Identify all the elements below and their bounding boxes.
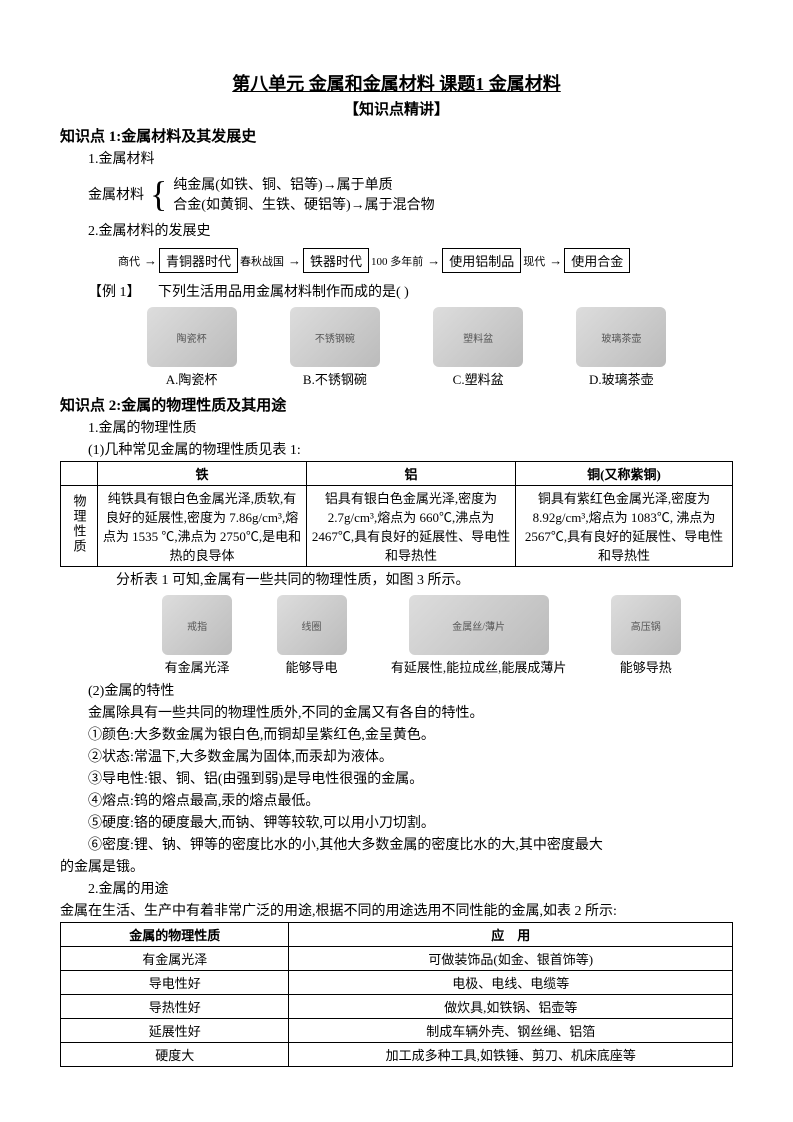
- page-subtitle: 【知识点精讲】: [60, 98, 733, 119]
- table-row: 导电性好 电极、电线、电缆等: [61, 971, 733, 995]
- table-head-blank: [61, 462, 98, 486]
- teapot-icon: 玻璃茶壶: [576, 307, 666, 367]
- brace-icon: {: [150, 176, 167, 212]
- option-b: 不锈钢碗 B.不锈钢碗: [290, 307, 380, 388]
- kp2-1-2-4: ④熔点:钨的熔点最高,汞的熔点最低。: [60, 790, 733, 810]
- table-head-al: 铝: [307, 462, 516, 486]
- kp1-item2: 2.金属材料的发展史: [60, 220, 733, 240]
- uses-r5a: 硬度大: [61, 1043, 289, 1067]
- table-cell-cu: 铜具有紫红色金属光泽,密度为 8.92g/cm³,熔点为 1083℃, 沸点为 …: [516, 486, 733, 567]
- flow-box3: 使用铝制品: [442, 248, 521, 273]
- uses-h1: 金属的物理性质: [61, 923, 289, 947]
- example1-text: 下列生活用品用金属材料制作而成的是( ): [158, 285, 409, 300]
- table-row: 有金属光泽 可做装饰品(如金、银首饰等): [61, 947, 733, 971]
- arrow-icon: →: [144, 253, 157, 269]
- brace-group: 金属材料 { 纯金属(如铁、铜、铝等)→属于单质 合金(如黄铜、生铁、硬铝等)→…: [88, 174, 733, 214]
- option-c-caption: C.塑料盆: [433, 369, 523, 388]
- uses-r5b: 加工成多种工具,如铁锤、剪刀、机床底座等: [289, 1043, 733, 1067]
- uses-table: 金属的物理性质 应 用 有金属光泽 可做装饰品(如金、银首饰等) 导电性好 电极…: [60, 922, 733, 1067]
- kp2-analysis: 分析表 1 可知,金属有一些共同的物理性质，如图 3 所示。: [60, 569, 733, 589]
- option-a-caption: A.陶瓷杯: [147, 369, 237, 388]
- uses-r2b: 电极、电线、电缆等: [289, 971, 733, 995]
- arrow-icon: →: [549, 253, 562, 269]
- kp2-item1-1: (1)几种常见金属的物理性质见表 1:: [60, 439, 733, 459]
- flow-box4: 使用合金: [564, 248, 630, 273]
- flow-tag1: 商代: [118, 253, 140, 269]
- kp2-heading: 知识点 2:金属的物理性质及其用途: [60, 394, 733, 415]
- table-cell-fe: 纯铁具有银白色金属光泽,质软,有良好的延展性,密度为 7.86g/cm³,熔点为…: [98, 486, 307, 567]
- flow-tag3: 100 多年前: [371, 253, 423, 269]
- kp2-1-2-h: (2)金属的特性: [60, 680, 733, 700]
- uses-r3b: 做炊具,如铁锅、铝壶等: [289, 995, 733, 1019]
- kp1-item1: 1.金属材料: [60, 148, 733, 168]
- brace-line2: 合金(如黄铜、生铁、硬铝等)→属于混合物: [173, 194, 434, 214]
- brace-label: 金属材料: [88, 184, 144, 204]
- arrow-icon: →: [427, 253, 440, 269]
- example1-label: 【例 1】: [88, 285, 141, 300]
- history-flow: 商代 → 青铜器时代 春秋战国 → 铁器时代 100 多年前 → 使用铝制品 现…: [116, 248, 733, 273]
- table-cell-al: 铝具有银白色金属光泽,密度为 2.7g/cm³,熔点为 660℃,沸点为 246…: [307, 486, 516, 567]
- page-title: 第八单元 金属和金属材料 课题1 金属材料: [60, 70, 733, 96]
- feat-a-caption: 有金属光泽: [162, 657, 232, 676]
- pot-icon: 高压锅: [611, 595, 681, 655]
- option-a: 陶瓷杯 A.陶瓷杯: [147, 307, 237, 388]
- table-row: 金属的物理性质 应 用: [61, 923, 733, 947]
- kp2-1-2-6b: 的金属是锇。: [60, 856, 733, 876]
- kp2-1-2-2: ②状态:常温下,大多数金属为固体,而汞却为液体。: [60, 746, 733, 766]
- uses-r4b: 制成车辆外壳、钢丝绳、铝箔: [289, 1019, 733, 1043]
- basin-icon: 塑料盆: [433, 307, 523, 367]
- flow-tag2: 春秋战国: [240, 253, 284, 269]
- option-d-caption: D.玻璃茶壶: [576, 369, 666, 388]
- table-head-cu: 铜(又称紫铜): [516, 462, 733, 486]
- table-row: 物理性质 纯铁具有银白色金属光泽,质软,有良好的延展性,密度为 7.86g/cm…: [61, 486, 733, 567]
- option-d: 玻璃茶壶 D.玻璃茶壶: [576, 307, 666, 388]
- feat-d: 高压锅 能够导热: [611, 595, 681, 676]
- bowl-icon: 不锈钢碗: [290, 307, 380, 367]
- uses-r3a: 导热性好: [61, 995, 289, 1019]
- feat-c: 金属丝/薄片 有延展性,能拉成丝,能展成薄片: [391, 595, 567, 676]
- table-row: 铁 铝 铜(又称紫铜): [61, 462, 733, 486]
- uses-r1a: 有金属光泽: [61, 947, 289, 971]
- cup-icon: 陶瓷杯: [147, 307, 237, 367]
- feat-c-caption: 有延展性,能拉成丝,能展成薄片: [391, 657, 567, 676]
- kp2-1-2-6a: ⑥密度:锂、钠、钾等的密度比水的小,其他大多数金属的密度比水的大,其中密度最大: [60, 834, 733, 854]
- table-rowlabel: 物理性质: [61, 486, 98, 567]
- kp2-1-2-5: ⑤硬度:铬的硬度最大,而钠、钾等较软,可以用小刀切割。: [60, 812, 733, 832]
- kp2-item1: 1.金属的物理性质: [60, 417, 733, 437]
- option-images: 陶瓷杯 A.陶瓷杯 不锈钢碗 B.不锈钢碗 塑料盆 C.塑料盆 玻璃茶壶 D.玻…: [120, 307, 693, 388]
- feat-b-caption: 能够导电: [277, 657, 347, 676]
- kp2-1-2-3: ③导电性:银、铜、铝(由强到弱)是导电性很强的金属。: [60, 768, 733, 788]
- table-row: 导热性好 做炊具,如铁锅、铝壶等: [61, 995, 733, 1019]
- flow-box2: 铁器时代: [303, 248, 369, 273]
- uses-r2a: 导电性好: [61, 971, 289, 995]
- uses-r4a: 延展性好: [61, 1019, 289, 1043]
- feat-d-caption: 能够导热: [611, 657, 681, 676]
- kp2-1-2-intro: 金属除具有一些共同的物理性质外,不同的金属又有各自的特性。: [60, 702, 733, 722]
- flow-box1: 青铜器时代: [159, 248, 238, 273]
- table-head-fe: 铁: [98, 462, 307, 486]
- ring-icon: 戒指: [162, 595, 232, 655]
- brace-line1: 纯金属(如铁、铜、铝等)→属于单质: [173, 174, 434, 194]
- coil-icon: 线圈: [277, 595, 347, 655]
- option-c: 塑料盆 C.塑料盆: [433, 307, 523, 388]
- properties-table: 铁 铝 铜(又称紫铜) 物理性质 纯铁具有银白色金属光泽,质软,有良好的延展性,…: [60, 461, 733, 567]
- kp2-item2: 2.金属的用途: [60, 878, 733, 898]
- table-row: 硬度大 加工成多种工具,如铁锤、剪刀、机床底座等: [61, 1043, 733, 1067]
- wire-sheet-icon: 金属丝/薄片: [409, 595, 549, 655]
- uses-r1b: 可做装饰品(如金、银首饰等): [289, 947, 733, 971]
- brace-lines: 纯金属(如铁、铜、铝等)→属于单质 合金(如黄铜、生铁、硬铝等)→属于混合物: [173, 174, 434, 214]
- example1: 【例 1】 下列生活用品用金属材料制作而成的是( ): [60, 281, 733, 301]
- uses-h2: 应 用: [289, 923, 733, 947]
- kp2-item2-intro: 金属在生活、生产中有着非常广泛的用途,根据不同的用途选用不同性能的金属,如表 2…: [60, 900, 733, 920]
- feat-b: 线圈 能够导电: [277, 595, 347, 676]
- kp2-1-2-1: ①颜色:大多数金属为银白色,而铜却呈紫红色,金呈黄色。: [60, 724, 733, 744]
- flow-tag4: 现代: [523, 253, 545, 269]
- feature-images: 戒指 有金属光泽 线圈 能够导电 金属丝/薄片 有延展性,能拉成丝,能展成薄片 …: [140, 595, 703, 676]
- arrow-icon: →: [288, 253, 301, 269]
- kp1-heading: 知识点 1:金属材料及其发展史: [60, 125, 733, 146]
- option-b-caption: B.不锈钢碗: [290, 369, 380, 388]
- table-row: 延展性好 制成车辆外壳、钢丝绳、铝箔: [61, 1019, 733, 1043]
- feat-a: 戒指 有金属光泽: [162, 595, 232, 676]
